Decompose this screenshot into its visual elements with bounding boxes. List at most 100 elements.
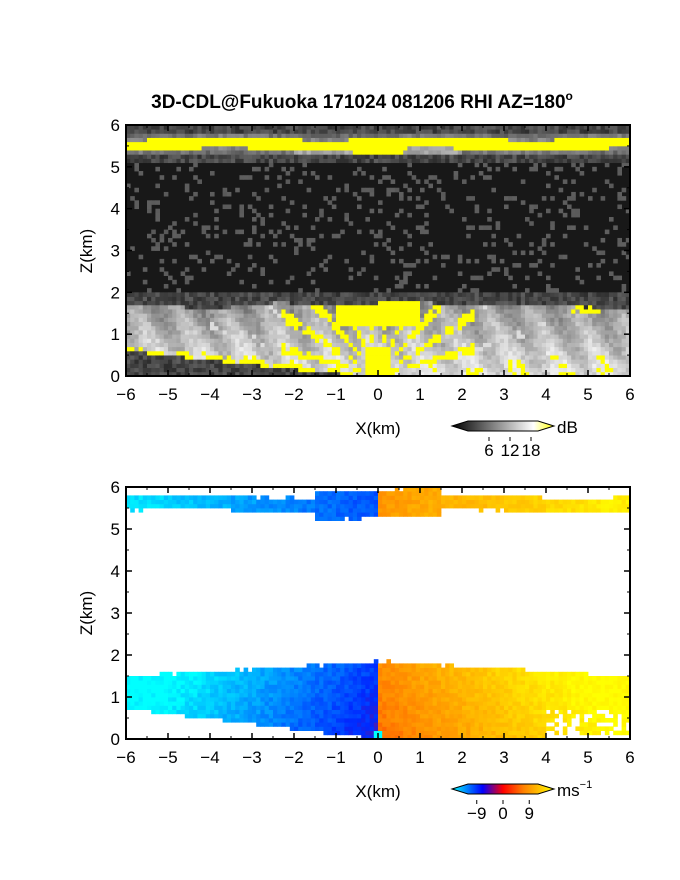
reflectivity-cell xyxy=(588,158,593,164)
reflectivity-cell xyxy=(625,346,630,352)
reflectivity-cell xyxy=(415,137,421,143)
reflectivity-cell xyxy=(336,363,341,369)
reflectivity-cell xyxy=(365,141,370,147)
reflectivity-cell xyxy=(583,342,589,348)
reflectivity-cell xyxy=(155,317,160,323)
reflectivity-cell xyxy=(403,271,408,276)
reflectivity-cell xyxy=(239,355,244,360)
reflectivity-cell xyxy=(294,141,299,147)
reflectivity-cell xyxy=(168,321,173,327)
reflectivity-cell xyxy=(529,350,534,356)
reflectivity-cell xyxy=(428,300,433,306)
reflectivity-cell xyxy=(436,129,442,134)
reflectivity-cell xyxy=(147,125,152,130)
reflectivity-cell xyxy=(470,158,475,164)
reflectivity-cell xyxy=(487,325,492,331)
reflectivity-cell xyxy=(298,334,303,339)
reflectivity-cell xyxy=(298,129,303,134)
reflectivity-cell xyxy=(579,171,585,176)
reflectivity-cell xyxy=(348,154,354,159)
reflectivity-cell xyxy=(550,296,555,302)
velocity-cell xyxy=(205,503,211,509)
reflectivity-cell xyxy=(151,313,156,318)
velocity-cell xyxy=(298,667,303,673)
reflectivity-cell xyxy=(604,313,610,318)
reflectivity-cell xyxy=(399,313,404,318)
velocity-cell xyxy=(205,499,211,505)
reflectivity-cell xyxy=(483,296,488,302)
velocity-cell xyxy=(306,692,312,698)
reflectivity-cell xyxy=(470,154,475,159)
reflectivity-cell xyxy=(197,137,202,143)
reflectivity-cell xyxy=(457,296,463,302)
velocity-cell xyxy=(218,499,223,505)
reflectivity-cell xyxy=(588,141,593,147)
reflectivity-cell xyxy=(424,141,429,147)
reflectivity-cell xyxy=(361,325,366,331)
reflectivity-cell xyxy=(604,321,610,327)
reflectivity-cell xyxy=(306,133,312,138)
reflectivity-cell xyxy=(415,258,421,264)
reflectivity-cell xyxy=(344,359,349,364)
reflectivity-cell xyxy=(420,225,425,230)
reflectivity-cell xyxy=(184,342,190,348)
reflectivity-cell xyxy=(386,342,391,348)
reflectivity-cell xyxy=(147,296,152,302)
reflectivity-cell xyxy=(189,141,194,147)
velocity-cell xyxy=(302,713,307,719)
reflectivity-cell xyxy=(176,154,181,159)
velocity-cell xyxy=(172,495,177,500)
velocity-cell xyxy=(247,713,253,719)
reflectivity-cell xyxy=(520,141,526,147)
reflectivity-cell xyxy=(533,325,538,331)
reflectivity-cell xyxy=(147,154,152,159)
reflectivity-cell xyxy=(420,329,425,335)
velocity-cell xyxy=(327,491,333,496)
reflectivity-cell xyxy=(193,363,198,369)
reflectivity-cell xyxy=(373,133,379,138)
velocity-cell xyxy=(298,705,303,710)
reflectivity-cell xyxy=(390,145,396,151)
velocity-cell xyxy=(235,684,240,689)
reflectivity-cell xyxy=(331,125,337,130)
reflectivity-cell xyxy=(239,133,244,138)
reflectivity-cell xyxy=(285,133,291,138)
reflectivity-cell xyxy=(382,154,387,159)
reflectivity-cell xyxy=(415,129,421,134)
reflectivity-cell xyxy=(537,325,543,331)
velocity-cell xyxy=(147,495,152,500)
reflectivity-cell xyxy=(189,292,194,297)
reflectivity-cell xyxy=(378,346,383,352)
velocity-cell xyxy=(352,516,358,521)
velocity-cell xyxy=(239,671,244,677)
velocity-cell xyxy=(268,680,274,685)
reflectivity-cell xyxy=(529,296,534,302)
velocity-cell xyxy=(323,726,328,731)
reflectivity-cell xyxy=(546,304,551,310)
reflectivity-cell xyxy=(197,321,202,327)
reflectivity-cell xyxy=(260,350,265,356)
reflectivity-cell xyxy=(495,346,501,352)
reflectivity-cell xyxy=(130,371,135,376)
reflectivity-cell xyxy=(327,309,333,314)
velocity-cell xyxy=(168,684,173,689)
reflectivity-cell xyxy=(151,129,156,134)
velocity-cell xyxy=(260,508,265,513)
reflectivity-cell xyxy=(508,309,513,314)
reflectivity-cell xyxy=(583,304,589,310)
reflectivity-cell xyxy=(369,325,375,331)
reflectivity-cell xyxy=(596,129,601,134)
reflectivity-cell xyxy=(302,309,307,314)
reflectivity-cell xyxy=(273,329,278,335)
velocity-cell xyxy=(302,718,307,723)
reflectivity-cell xyxy=(247,154,253,159)
reflectivity-cell xyxy=(499,154,505,159)
velocity-cell xyxy=(210,709,215,715)
reflectivity-cell xyxy=(499,313,505,318)
reflectivity-cell xyxy=(184,338,190,343)
reflectivity-cell xyxy=(604,371,610,376)
reflectivity-cell xyxy=(571,154,576,159)
reflectivity-cell xyxy=(378,321,383,327)
reflectivity-cell xyxy=(327,321,333,327)
reflectivity-cell xyxy=(487,125,492,130)
